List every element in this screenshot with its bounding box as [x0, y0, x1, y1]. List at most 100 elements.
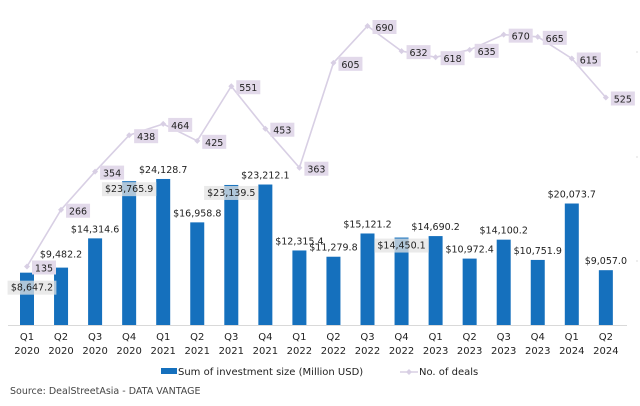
deal-marker: [92, 168, 99, 175]
x-tick-quarter: Q4: [258, 332, 272, 343]
bar-data-label: $11,279.8: [309, 243, 357, 254]
bar-label-text: $15,121.2: [343, 219, 391, 230]
x-tick-year: 2023: [423, 346, 448, 357]
deal-labels: 135 266 354 438 464 425 551 453 363 605 690 632 618 6…: [32, 20, 635, 275]
bar-label-box: [374, 238, 429, 253]
x-tick-year: 2020: [14, 346, 39, 357]
bar-data-label: $14,450.1: [374, 238, 429, 253]
deal-data-label: 425: [202, 134, 227, 149]
deal-label-box: [508, 28, 533, 43]
bar-data-label: $14,690.2: [411, 222, 459, 233]
x-tick-year: 2022: [355, 346, 380, 357]
bar-data-label: $9,057.0: [585, 256, 627, 267]
deal-label-box: [236, 80, 261, 95]
bar-data-label: $20,073.7: [548, 190, 596, 201]
deal-label-text: 551: [239, 83, 257, 94]
bar-data-label: $9,482.2: [40, 250, 82, 261]
bar-data-label: $23,212.1: [241, 171, 289, 182]
bar: [224, 184, 239, 325]
deal-label-box: [134, 129, 159, 144]
x-tick-quarter: Q2: [463, 332, 477, 343]
x-tick-quarter: Q1: [156, 332, 170, 343]
deal-label-box: [474, 43, 499, 58]
deal-data-label: 363: [304, 161, 329, 176]
x-tick-year: 2023: [525, 346, 550, 357]
source-note: Source: DealStreetAsia - DATA VANTAGE: [10, 386, 200, 397]
bar-data-label: $10,751.9: [514, 246, 562, 257]
deal-label-text: 425: [205, 138, 223, 149]
bar-label-text: $9,482.2: [40, 250, 82, 261]
deal-label-text: 266: [69, 207, 87, 218]
bar-label-text: $8,647.2: [11, 283, 53, 294]
deal-label-text: 665: [546, 34, 564, 45]
deal-label-box: [32, 260, 56, 275]
legend-line-label: No. of deals: [419, 367, 478, 378]
deal-marker: [568, 55, 575, 62]
legend: Sum of investment size (Million USD) No.…: [161, 367, 478, 378]
deal-data-label: 665: [542, 30, 567, 45]
deal-label-text: 363: [307, 165, 325, 176]
deal-label-box: [66, 203, 91, 218]
deal-marker: [398, 48, 405, 55]
bar: [394, 237, 409, 325]
x-tick-year: 2023: [457, 346, 482, 357]
deal-label-text: 438: [137, 132, 155, 143]
deal-marker: [262, 125, 269, 132]
x-tick-year: 2021: [253, 346, 278, 357]
x-tick-year: 2022: [389, 346, 414, 357]
x-tick-quarter: Q4: [531, 332, 545, 343]
deal-data-label: 453: [270, 122, 295, 137]
deal-marker: [194, 137, 201, 144]
bar-label-box: [204, 185, 259, 200]
deal-label-text: 635: [478, 47, 496, 58]
bar-data-label: $8,647.2: [7, 280, 57, 295]
bar: [360, 233, 375, 325]
x-tick-quarter: Q3: [360, 332, 374, 343]
x-tick-year: 2020: [116, 346, 141, 357]
deal-data-label: 635: [474, 43, 499, 58]
deal-marker: [500, 31, 507, 38]
bar-label-text: $12,315.4: [275, 236, 323, 247]
deal-label-box: [202, 134, 227, 149]
deal-label-text: 354: [103, 169, 121, 180]
x-tick-quarter: Q1: [428, 332, 442, 343]
deal-label-text: 690: [375, 23, 393, 34]
deal-label-text: 135: [35, 264, 53, 275]
deal-marker: [228, 83, 235, 90]
bar-labels: $8,647.2 $9,482.2 $14,314.6 $23,765.9 $24,12…: [7, 165, 627, 295]
bar-label-box: [7, 280, 57, 295]
deal-label-box: [270, 122, 295, 137]
x-tick-year: 2023: [491, 346, 516, 357]
x-tick-year: 2022: [321, 346, 346, 357]
bar-label-text: $10,972.4: [445, 245, 493, 256]
x-tick-quarter: Q3: [224, 332, 238, 343]
bar: [88, 238, 103, 325]
deal-data-label: 464: [168, 117, 193, 132]
bar-label-box: [101, 182, 157, 197]
x-tick-quarter: Q4: [122, 332, 136, 343]
x-tick-year: 2021: [219, 346, 244, 357]
bar-label-text: $10,751.9: [514, 246, 562, 257]
x-tick-year: 2021: [185, 346, 210, 357]
x-tick-quarter: Q3: [88, 332, 102, 343]
x-tick-quarter: Q1: [565, 332, 579, 343]
bar-label-text: $14,450.1: [377, 241, 425, 252]
bar-data-label: $23,139.5: [204, 185, 259, 200]
x-tick-quarter: Q2: [326, 332, 340, 343]
deal-label-text: 632: [409, 48, 427, 59]
bar-label-text: $14,100.2: [480, 226, 528, 237]
bar-series: [20, 178, 613, 325]
deal-marker: [296, 164, 303, 171]
bar: [598, 270, 613, 325]
bar-label-text: $23,139.5: [207, 188, 255, 199]
deal-label-box: [576, 52, 601, 67]
deal-marker: [58, 206, 65, 213]
deal-label-box: [372, 20, 397, 34]
deal-data-label: 605: [338, 56, 363, 71]
legend-bar-label: Sum of investment size (Million USD): [178, 367, 363, 378]
deal-marker: [466, 46, 473, 53]
bar-label-text: $11,279.8: [309, 243, 357, 254]
bar-data-label: $10,972.4: [445, 245, 493, 256]
x-tick-year: 2024: [593, 346, 618, 357]
